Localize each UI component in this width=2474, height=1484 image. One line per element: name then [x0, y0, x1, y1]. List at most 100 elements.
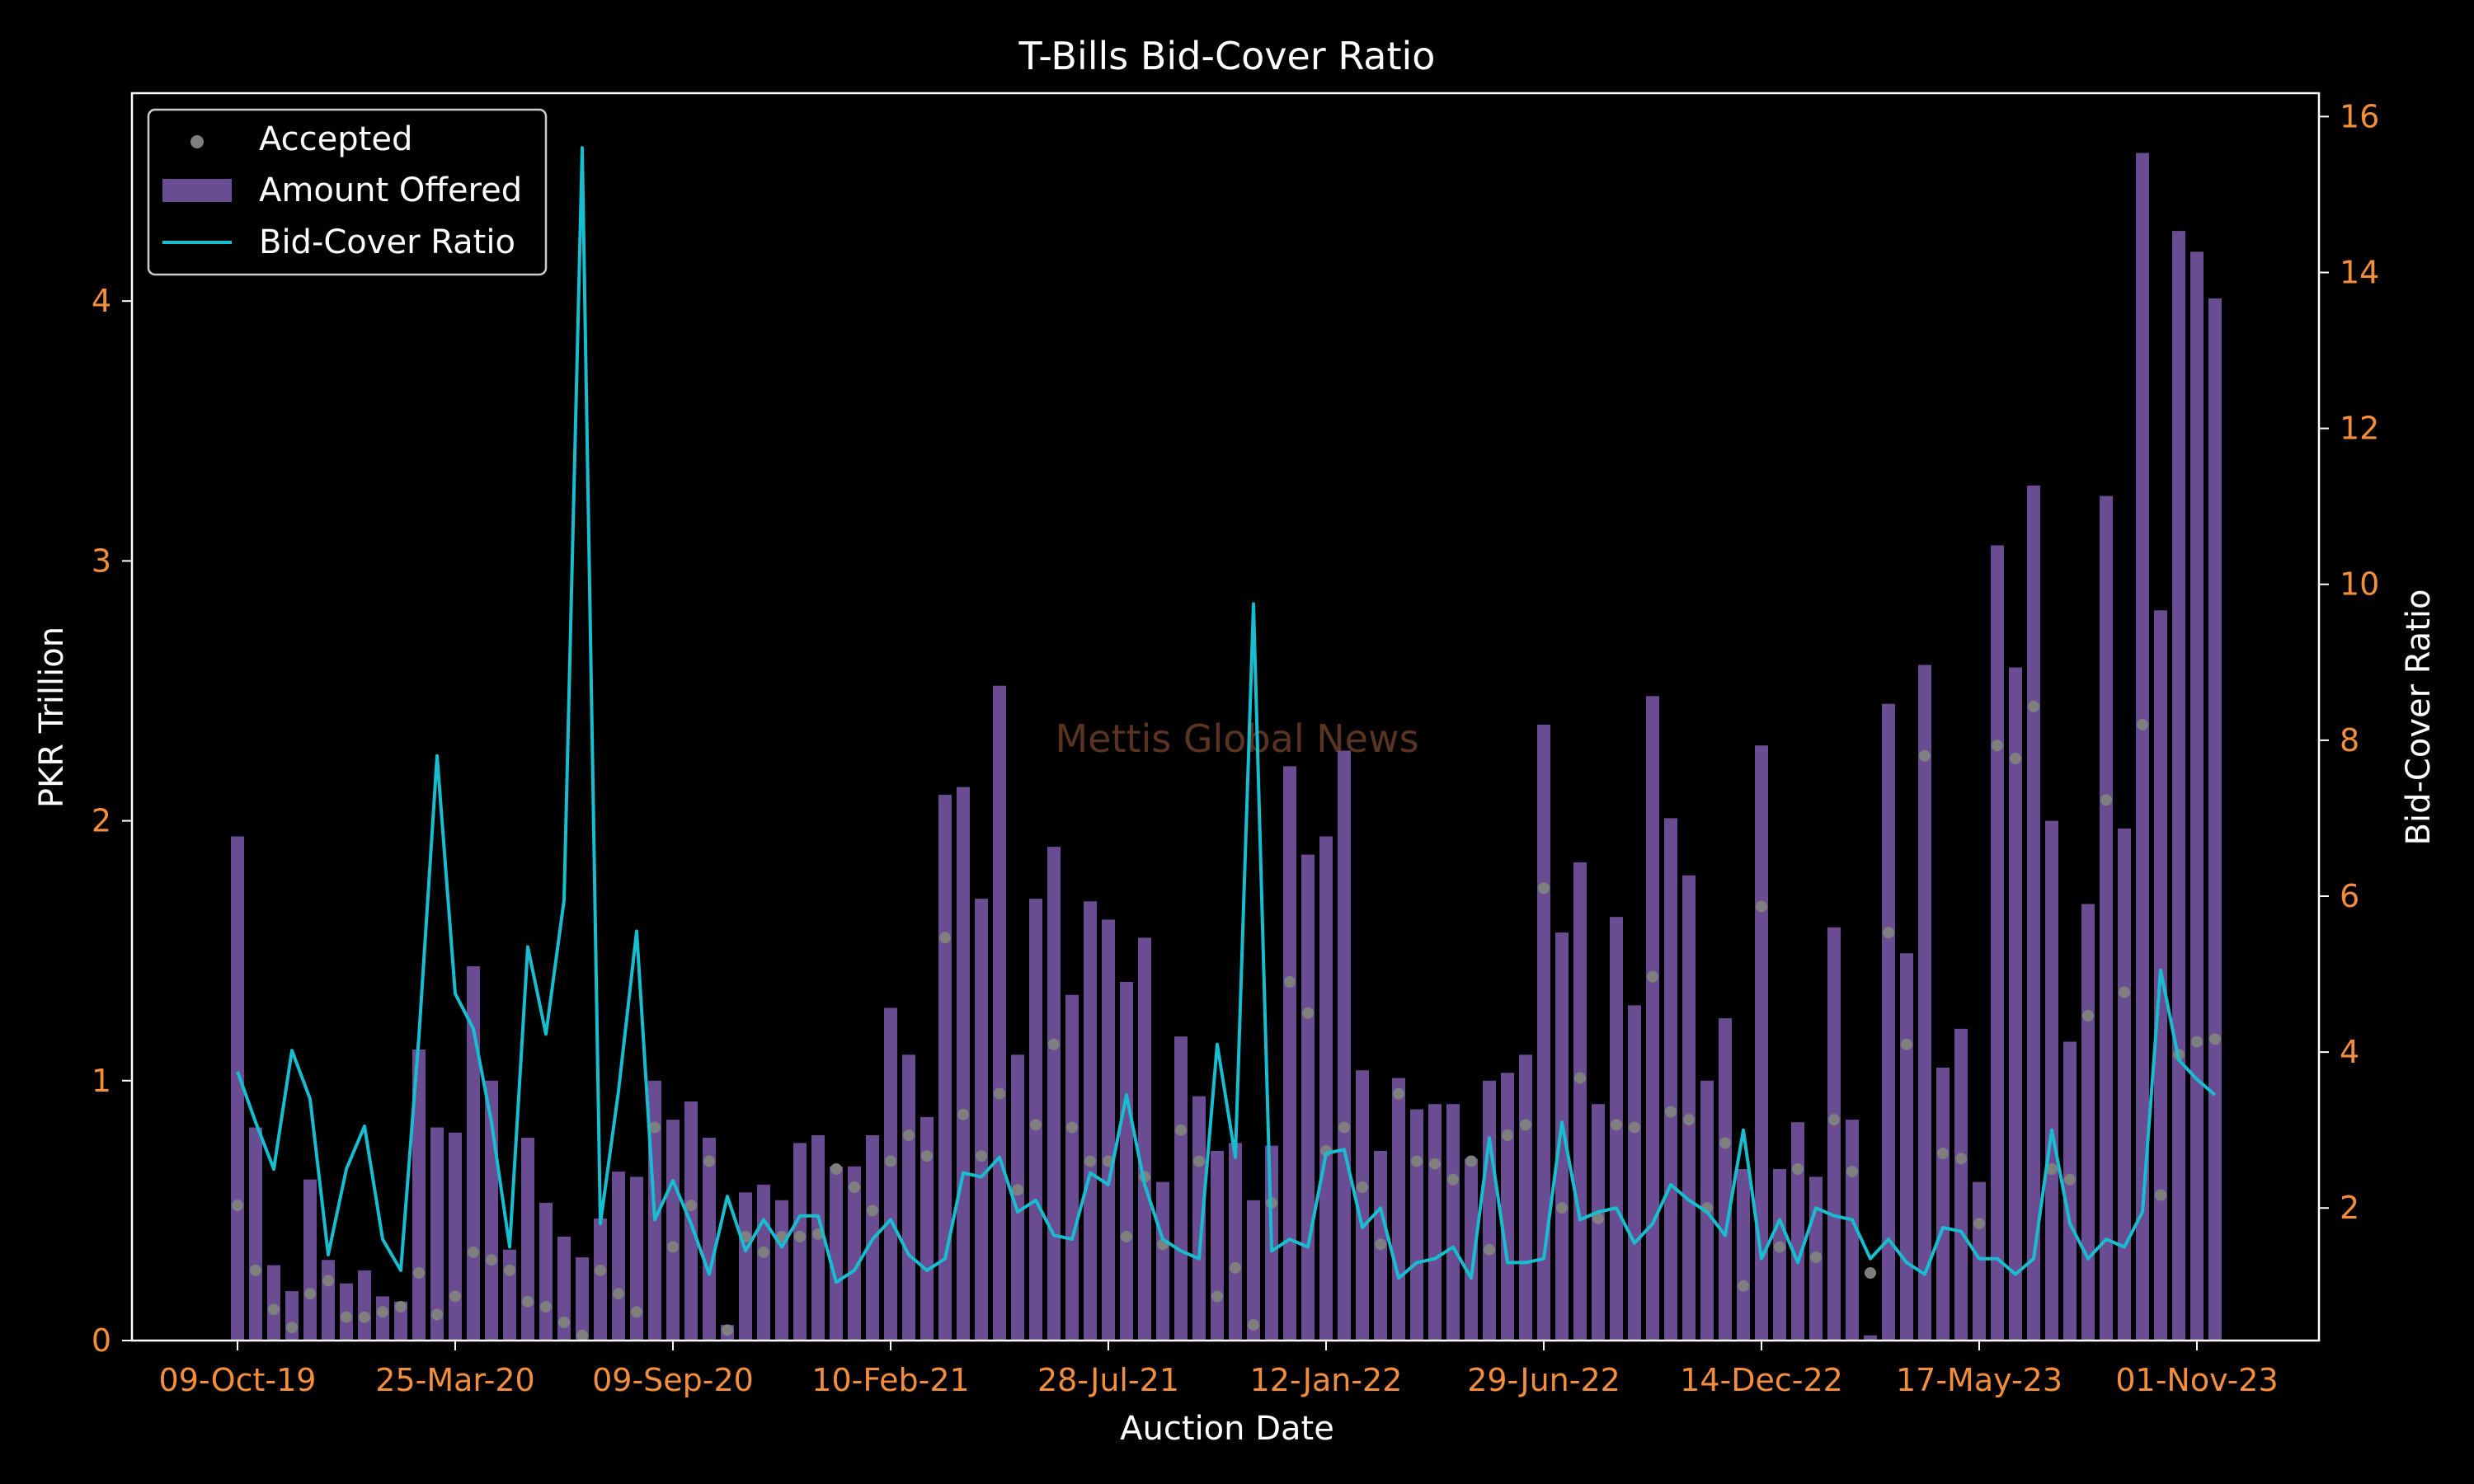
- accepted-point: [2028, 700, 2039, 712]
- accepted-point: [685, 1200, 697, 1212]
- offered-bar: [1827, 927, 1841, 1341]
- accepted-point: [758, 1246, 769, 1258]
- x-axis-label: Auction Date: [1120, 1410, 1334, 1448]
- offered-bar: [739, 1192, 752, 1341]
- offered-bar: [1900, 953, 1913, 1341]
- accepted-point: [1030, 1119, 1042, 1131]
- accepted-point: [250, 1264, 261, 1276]
- accepted-point: [722, 1324, 733, 1336]
- accepted-point: [994, 1087, 1005, 1100]
- offered-bar: [1338, 750, 1351, 1341]
- offered-bar: [902, 1054, 915, 1341]
- legend-amount-offered-label: Amount Offered: [259, 171, 522, 209]
- offered-bar: [1573, 862, 1587, 1341]
- x-axis: 09-Oct-19 25-Mar-20 09-Sep-20 10-Feb-21 28-J…: [159, 1341, 2279, 1398]
- accepted-point: [468, 1246, 479, 1258]
- accepted-point: [486, 1254, 497, 1266]
- accepted-point: [1556, 1202, 1568, 1214]
- accepted-point: [1574, 1072, 1586, 1084]
- offered-bar: [1120, 982, 1133, 1341]
- accepted-point: [649, 1121, 661, 1134]
- accepted-point: [613, 1288, 624, 1300]
- offered-bar: [1555, 932, 1569, 1341]
- accepted-point: [540, 1301, 552, 1313]
- legend-accepted-marker: [190, 135, 204, 148]
- accepted-point: [1937, 1148, 1949, 1159]
- offered-bar: [2100, 495, 2113, 1341]
- accepted-point: [830, 1163, 842, 1175]
- offered-bar: [1047, 847, 1061, 1341]
- offered-bar: [612, 1172, 625, 1341]
- offered-bar: [1991, 545, 2004, 1341]
- accepted-point: [1248, 1319, 1259, 1331]
- offered-bar: [303, 1179, 317, 1341]
- accepted-point: [1647, 970, 1658, 983]
- accepted-point: [2100, 794, 2112, 806]
- offered-bar: [1501, 1073, 1514, 1341]
- offered-bar: [1065, 994, 1079, 1341]
- offered-bar: [1410, 1109, 1423, 1341]
- offered-bar: [1483, 1080, 1496, 1341]
- x-tick-label: 29-Jun-22: [1467, 1362, 1620, 1398]
- offered-bar: [757, 1184, 770, 1341]
- accepted-point: [2064, 1173, 2076, 1186]
- offered-bar: [2190, 251, 2204, 1341]
- x-tick-label: 09-Sep-20: [592, 1362, 754, 1398]
- offered-bar: [1755, 745, 1768, 1341]
- legend-amount-offered-swatch: [162, 179, 232, 202]
- accepted-point: [1393, 1087, 1404, 1100]
- accepted-point: [2010, 752, 2021, 764]
- accepted-point: [576, 1329, 588, 1341]
- offered-bar: [1428, 1104, 1442, 1341]
- y-right-tick-label: 10: [2340, 566, 2379, 603]
- offered-bar: [1737, 1169, 1750, 1341]
- accepted-point: [1012, 1184, 1023, 1196]
- accepted-point: [1719, 1137, 1731, 1149]
- accepted-point: [1919, 749, 1931, 762]
- offered-bar: [1229, 1143, 1242, 1341]
- accepted-point: [1121, 1230, 1132, 1242]
- x-tick-label: 14-Dec-22: [1680, 1362, 1843, 1398]
- accepted-point: [1429, 1158, 1441, 1170]
- offered-bar: [975, 899, 988, 1341]
- offered-bar: [666, 1120, 680, 1341]
- y-left-tick-label: 1: [92, 1063, 111, 1099]
- offered-bar: [1247, 1200, 1260, 1341]
- accepted-scatter-series: [232, 700, 2221, 1341]
- accepted-point: [2155, 1189, 2166, 1201]
- offered-bar: [322, 1260, 335, 1341]
- accepted-point: [667, 1241, 679, 1253]
- offered-bar: [1646, 696, 1659, 1341]
- accepted-point: [1538, 882, 1550, 895]
- accepted-point: [1084, 1155, 1096, 1167]
- offered-bar: [775, 1200, 788, 1341]
- offered-bar: [449, 1132, 462, 1341]
- x-tick-label: 09-Oct-19: [159, 1362, 317, 1398]
- accepted-point: [558, 1316, 570, 1328]
- plot-frame: [130, 92, 2321, 1342]
- offered-bar: [1954, 1028, 1968, 1341]
- x-tick-label: 25-Mar-20: [375, 1362, 534, 1398]
- accepted-point: [1774, 1241, 1785, 1253]
- x-tick-label: 28-Jul-21: [1037, 1362, 1179, 1398]
- x-tick-label: 12-Jan-22: [1250, 1362, 1403, 1398]
- offered-bar: [358, 1270, 371, 1341]
- accepted-point: [2137, 719, 2148, 730]
- watermark-text: Mettis Global News: [1055, 716, 1418, 761]
- accepted-point: [1683, 1114, 1695, 1126]
- offered-bar: [630, 1176, 643, 1341]
- y-right-tick-label: 16: [2340, 98, 2379, 134]
- y-right-tick-label: 6: [2340, 878, 2359, 914]
- offered-bar: [1392, 1078, 1405, 1341]
- y-right-tick-label: 12: [2340, 411, 2379, 447]
- accepted-point: [1447, 1173, 1459, 1186]
- accepted-point: [1520, 1119, 1531, 1131]
- offered-bar: [1156, 1181, 1169, 1341]
- offered-bar: [267, 1265, 280, 1341]
- accepted-point: [232, 1200, 243, 1212]
- y-left-tick-label: 3: [92, 542, 111, 579]
- accepted-point: [1211, 1290, 1223, 1303]
- accepted-point: [1484, 1243, 1495, 1256]
- offered-bar: [503, 1249, 516, 1341]
